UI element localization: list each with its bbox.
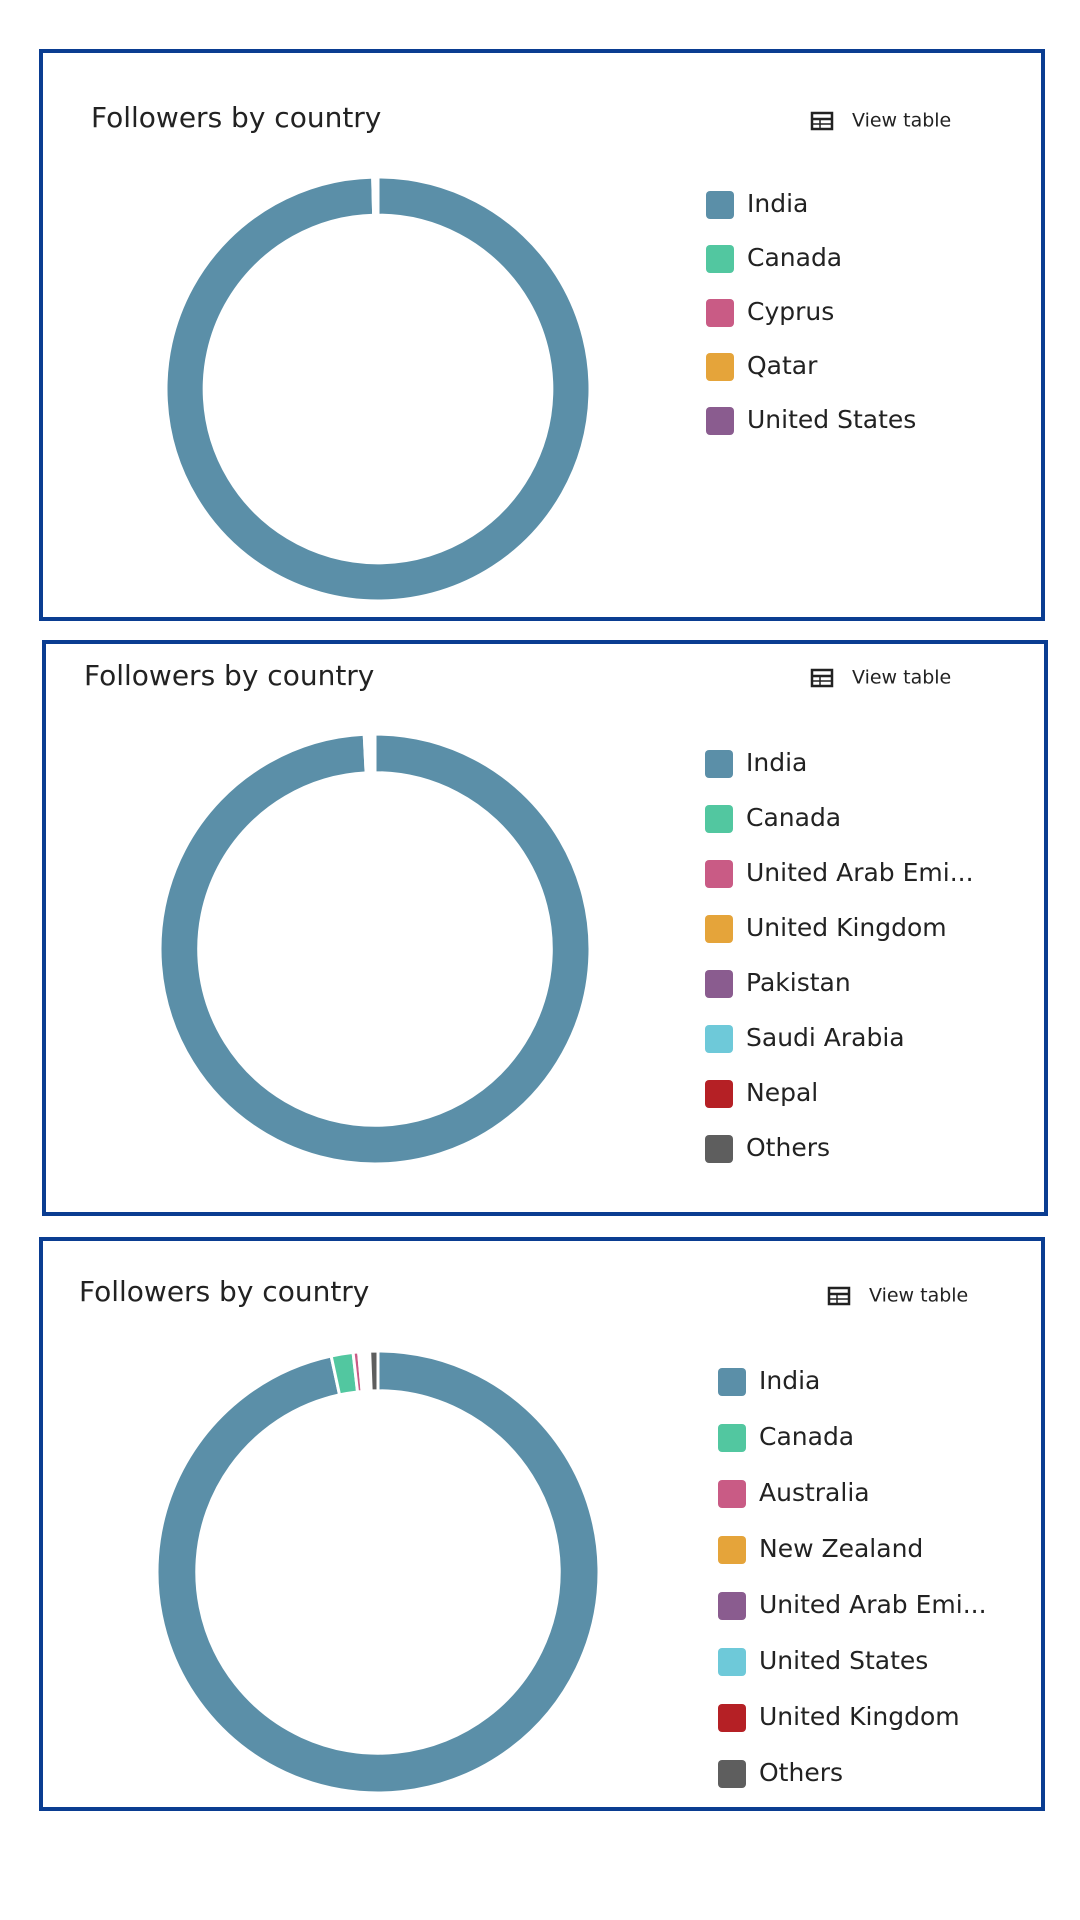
legend-label: Qatar	[747, 351, 818, 380]
view-table-button[interactable]: View table	[852, 110, 951, 132]
legend-label: Canada	[759, 1422, 854, 1451]
legend-swatch	[706, 407, 734, 435]
chart-panel: Followers by country View table India Canad…	[39, 1237, 1045, 1811]
legend-label: Saudi Arabia	[746, 1023, 905, 1052]
donut-segment	[368, 1349, 380, 1393]
legend-label: New Zealand	[759, 1534, 923, 1563]
panel-border	[42, 640, 1048, 1216]
legend-swatch	[705, 860, 733, 888]
table-icon	[827, 1286, 851, 1306]
legend-label: Nepal	[746, 1078, 818, 1107]
legend-label: India	[746, 748, 807, 777]
legend-label: India	[759, 1366, 820, 1395]
legend-swatch	[706, 299, 734, 327]
legend-swatch	[718, 1368, 746, 1396]
legend-swatch	[705, 1135, 733, 1163]
donut-segment	[155, 1349, 601, 1795]
view-table-button[interactable]: View table	[869, 1285, 968, 1307]
legend-label: India	[747, 189, 808, 218]
legend-swatch	[705, 1025, 733, 1053]
legend-label: United States	[747, 405, 916, 434]
legend-swatch	[706, 353, 734, 381]
legend-swatch	[705, 750, 733, 778]
legend-label: United Kingdom	[746, 913, 947, 942]
legend-label: United States	[759, 1646, 928, 1675]
view-table-button[interactable]: View table	[852, 667, 951, 689]
chart-panel: Followers by country View table India Canad…	[42, 640, 1048, 1216]
legend-label: Pakistan	[746, 968, 851, 997]
legend-swatch	[718, 1760, 746, 1788]
chart-title: Followers by country	[79, 1275, 369, 1308]
chart-title: Followers by country	[84, 659, 374, 692]
legend-swatch	[705, 805, 733, 833]
legend-swatch	[718, 1536, 746, 1564]
donut-segment	[164, 175, 592, 603]
legend-label: Cyprus	[747, 297, 834, 326]
legend-label: Canada	[746, 803, 841, 832]
donut-segment	[375, 175, 380, 217]
chart-panel: Followers by country View table India Canad…	[39, 49, 1045, 621]
legend-label: United Arab Emi...	[759, 1590, 987, 1619]
table-icon	[810, 668, 834, 688]
legend-swatch	[705, 915, 733, 943]
chart-title: Followers by country	[91, 101, 381, 134]
legend-swatch	[718, 1480, 746, 1508]
donut-segment	[372, 732, 377, 775]
legend-label: United Kingdom	[759, 1702, 960, 1731]
legend-swatch	[705, 970, 733, 998]
legend-swatch	[718, 1592, 746, 1620]
legend-label: Australia	[759, 1478, 870, 1507]
legend-swatch	[718, 1704, 746, 1732]
table-icon	[810, 111, 834, 131]
legend-swatch	[718, 1648, 746, 1676]
legend-label: United Arab Emi...	[746, 858, 974, 887]
legend-swatch	[718, 1424, 746, 1452]
legend-swatch	[706, 191, 734, 219]
donut-segment	[158, 732, 592, 1166]
legend-label: Others	[746, 1133, 830, 1162]
legend-label: Others	[759, 1758, 843, 1787]
legend-label: Canada	[747, 243, 842, 272]
legend-swatch	[705, 1080, 733, 1108]
legend-swatch	[706, 245, 734, 273]
